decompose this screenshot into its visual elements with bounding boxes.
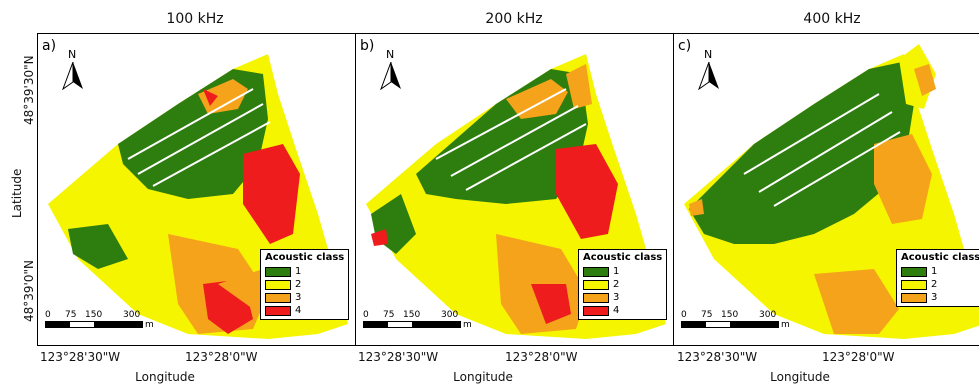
north-label: N — [386, 48, 395, 61]
north-arrow-c: N — [698, 48, 720, 90]
north-label: N — [68, 48, 77, 61]
legend-title: Acoustic class — [265, 252, 345, 263]
north-arrow-b: N — [380, 48, 402, 90]
legend-title: Acoustic class — [901, 252, 979, 263]
north-arrow-icon — [698, 62, 719, 90]
panel-label-c: c) — [678, 38, 692, 54]
map-panel-b: b) N 0 75 150 300 m Acoustic class 1 2 3 4 — [355, 33, 674, 346]
x-axis-label-a: Longitude — [135, 370, 195, 384]
scale-bar-b: 0 75 150 300 m — [363, 310, 472, 330]
map-panel-c: c) N 0 75 150 300 m Acoustic class 1 2 3 — [673, 33, 979, 346]
legend-title: Acoustic class — [583, 252, 663, 263]
x-tick-b-1: 123°28'30"W — [358, 350, 439, 364]
north-arrow-icon — [380, 62, 401, 90]
panel-label-b: b) — [360, 38, 375, 54]
legend-b: Acoustic class 1 2 3 4 — [578, 249, 668, 320]
scale-bar-c: 0 75 150 300 m — [681, 310, 790, 330]
y-tick-top: 48°39'30"N — [22, 55, 36, 125]
scale-bar-a: 0 75 150 300 m — [45, 310, 154, 330]
panel-label-a: a) — [42, 38, 57, 54]
north-arrow-icon — [62, 62, 83, 90]
panel-title-200khz: 200 kHz — [485, 11, 543, 27]
x-axis-label-c: Longitude — [770, 370, 830, 384]
x-tick-a-2: 123°28'0"W — [185, 350, 258, 364]
map-panel-a: a) N 0 75 150 300 m Acoustic class 1 2 3 4 — [37, 33, 356, 346]
x-tick-a-1: 123°28'30"W — [40, 350, 121, 364]
panel-title-100khz: 100 kHz — [166, 11, 224, 27]
y-tick-bottom: 48°39'0"N — [22, 260, 36, 322]
x-axis-label-b: Longitude — [453, 370, 513, 384]
legend-a: Acoustic class 1 2 3 4 — [260, 249, 350, 320]
panel-title-400khz: 400 kHz — [803, 11, 861, 27]
x-tick-b-2: 123°28'0"W — [505, 350, 578, 364]
north-arrow-a: N — [62, 48, 84, 90]
x-tick-c-1: 123°28'30"W — [677, 350, 758, 364]
legend-c: Acoustic class 1 2 3 — [896, 249, 979, 307]
y-axis-label: Latitude — [10, 168, 24, 218]
x-tick-c-2: 123°28'0"W — [822, 350, 895, 364]
north-label: N — [704, 48, 713, 61]
